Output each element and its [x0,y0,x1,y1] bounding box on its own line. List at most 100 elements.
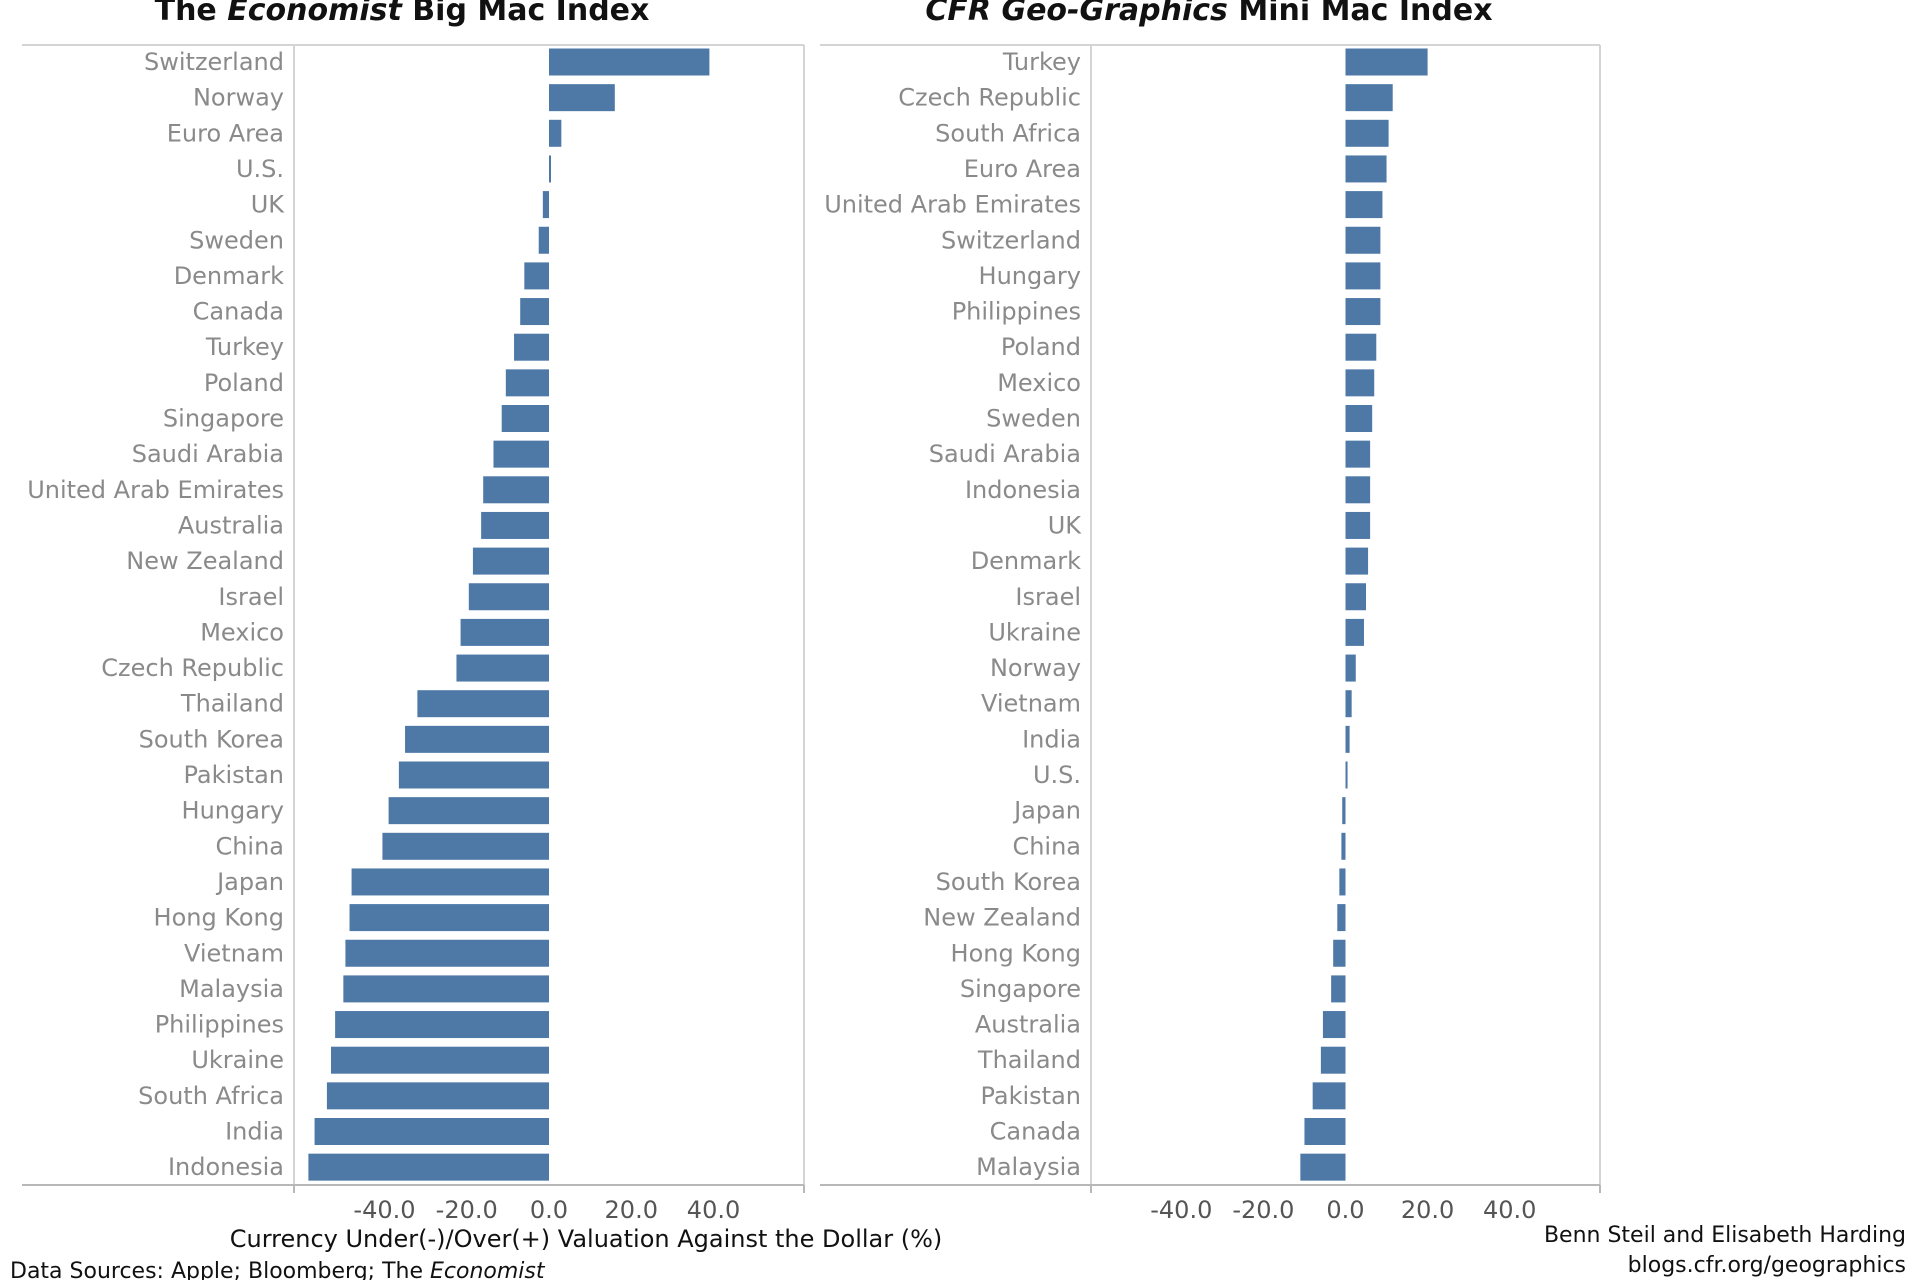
x-tick-label: 40.0 [1483,1196,1536,1224]
category-label: Thailand [180,690,284,718]
bar-denmark [524,262,549,290]
category-label: Australia [975,1011,1081,1039]
category-label: China [1012,832,1081,860]
bar-thailand [417,690,549,718]
category-label: Pakistan [184,761,285,789]
x-tick-label: 20.0 [1401,1196,1454,1224]
bar-hungary [1345,262,1381,290]
bar-indonesia [1345,476,1371,504]
bar-sweden [1345,405,1373,432]
bar-australia [1322,1011,1346,1039]
bar-euro-area [549,119,562,147]
category-label: Canada [193,298,284,326]
source-url: blogs.cfr.org/geographics [1628,1253,1906,1278]
bar-saudi-arabia [1345,440,1371,468]
bar-u-s- [1345,761,1348,789]
x-tick-label: -40.0 [1150,1196,1212,1224]
category-label: New Zealand [923,904,1081,932]
x-tick-label: 0.0 [530,1196,568,1224]
bar-new-zealand [472,547,549,575]
bar-israel [468,583,549,611]
category-label: UK [251,191,286,219]
category-label: Czech Republic [101,654,284,682]
category-label: South Korea [139,725,284,753]
bar-singapore [1331,975,1346,1003]
bar-u-s- [549,155,551,183]
category-label: Mexico [200,618,284,646]
bar-ukraine [331,1046,549,1074]
bar-vietnam [1345,690,1352,718]
category-label: Israel [218,583,284,611]
bar-australia [481,511,549,539]
category-label: Norway [193,84,284,112]
category-label: U.S. [236,155,284,183]
category-label: Philippines [155,1011,284,1039]
category-label: India [225,1118,284,1146]
bar-poland [505,369,549,397]
category-label: South Korea [936,868,1081,896]
bar-uk [1345,511,1371,539]
category-label: New Zealand [126,547,284,575]
bar-poland [1345,333,1377,361]
category-label: Japan [1012,797,1081,825]
category-label: Czech Republic [898,84,1081,112]
bar-hungary [388,797,549,825]
bar-india [1345,725,1350,753]
bar-switzerland [549,48,710,76]
x-axis-title: Currency Under(-)/Over(+) Valuation Agai… [230,1225,943,1253]
bar-sweden [538,226,549,254]
category-label: Denmark [174,262,284,290]
category-label: Singapore [163,405,284,433]
bar-pakistan [1312,1082,1346,1110]
chart-2-title-suffix: Mini Mac Index [1228,0,1493,28]
x-tick-label: 20.0 [605,1196,658,1224]
category-label: South Africa [138,1082,284,1110]
category-label: Sweden [189,226,284,254]
x-tick-label: -20.0 [436,1196,498,1224]
chart-1-title: The Economist Big Mac Index [155,0,650,28]
chart-1-panel: Switzerland Norway Euro Area U.S. UK Sweden De… [22,44,805,1224]
bar-singapore [501,405,549,432]
bar-thailand [1320,1046,1346,1074]
x-tick-label: 0.0 [1326,1196,1364,1224]
bar-denmark [1345,547,1369,575]
category-label: Philippines [952,298,1081,326]
bar-japan [351,868,549,896]
chart-2-title: CFR Geo-Graphics Mini Mac Index [925,0,1492,28]
chart-1-title-suffix: Big Mac Index [402,0,650,28]
category-label: Vietnam [184,939,284,967]
chart-1-title-prefix: The [155,0,228,28]
category-label: UK [1048,511,1083,539]
category-label: South Africa [935,119,1081,147]
data-sources-italic: Economist [430,1259,546,1280]
bar-norway [549,84,615,112]
bar-czech-republic [456,654,549,682]
category-label: Hungary [182,797,284,825]
chart-1-title-italic: Economist [227,0,403,28]
bar-uk [542,191,549,219]
category-label: Euro Area [167,119,284,147]
bar-malaysia [343,975,549,1003]
category-label: Malaysia [179,975,284,1003]
bar-china [1341,832,1346,860]
category-label: Switzerland [144,48,284,76]
category-label: Turkey [1002,48,1081,76]
category-label: Thailand [977,1046,1081,1074]
bar-canada [520,298,549,326]
category-label: Pakistan [981,1082,1082,1110]
data-sources-prefix: Data Sources: Apple; Bloomberg; The [10,1259,430,1280]
bar-malaysia [1300,1153,1346,1181]
x-tick-label: 40.0 [687,1196,740,1224]
category-label: Saudi Arabia [929,440,1081,468]
bar-turkey [514,333,549,361]
category-label: China [215,832,284,860]
category-label: Vietnam [981,690,1081,718]
bar-czech-republic [1345,84,1393,112]
bar-mexico [1345,369,1375,397]
author-credit: Benn Steil and Elisabeth Harding [1544,1223,1906,1248]
bar-vietnam [345,939,549,967]
category-label: Singapore [960,975,1081,1003]
bar-turkey [1345,48,1428,76]
x-tick-label: -20.0 [1232,1196,1294,1224]
